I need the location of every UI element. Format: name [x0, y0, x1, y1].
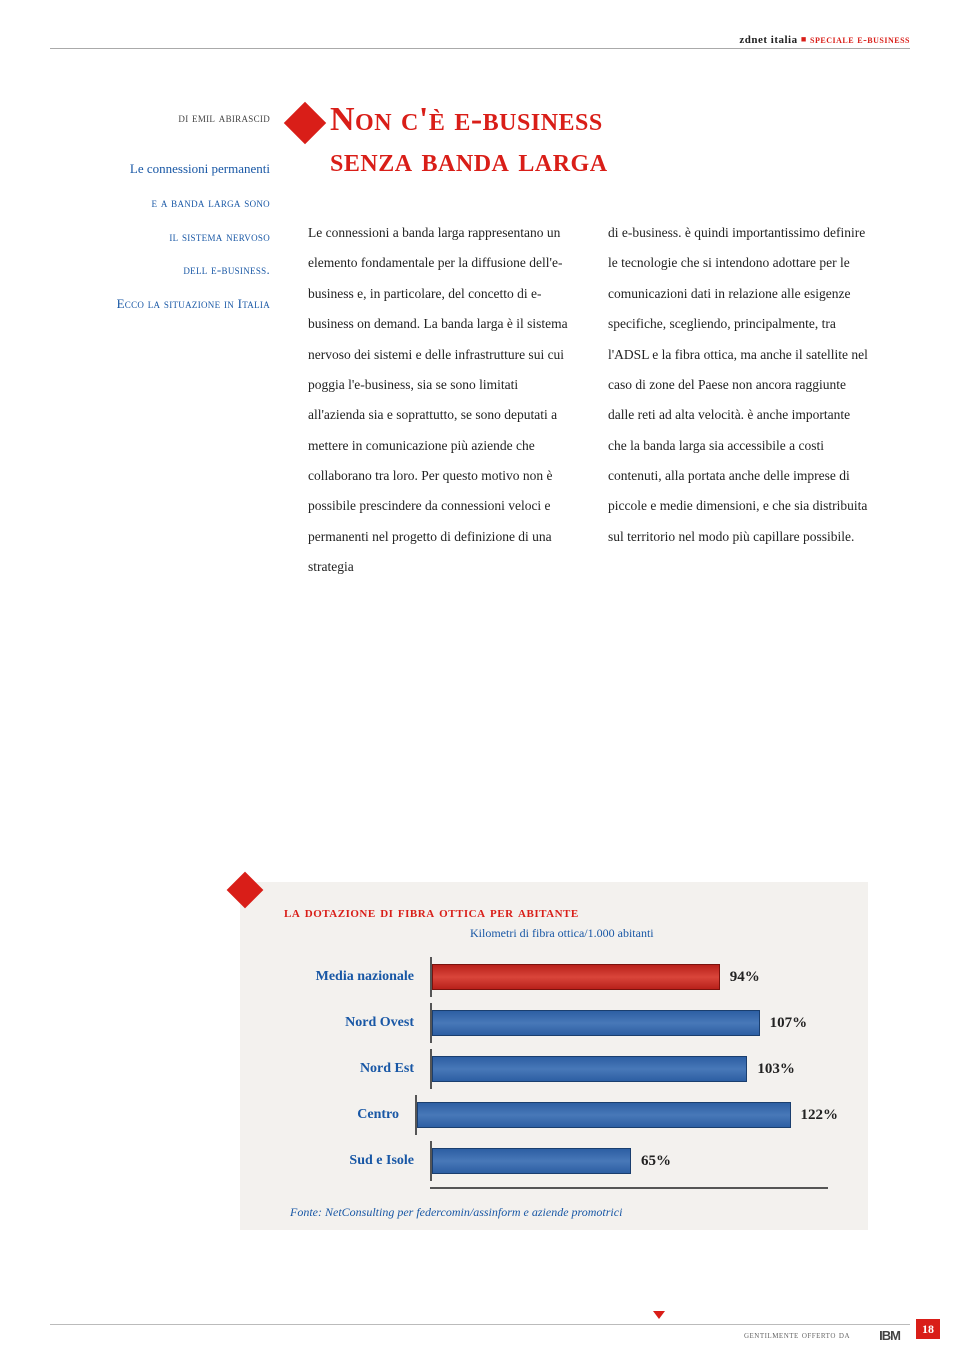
chart-bar	[432, 1010, 760, 1036]
chart-bar-track: 122%	[415, 1095, 838, 1135]
footer-sponsor-logo: IBM	[879, 1328, 900, 1343]
chart-bar	[432, 1148, 631, 1174]
body-column-2: di e-business. è quindi importantissimo …	[608, 218, 868, 583]
chart-row-label: Sud e Isole	[270, 1153, 430, 1169]
body-column-1: Le connessioni a banda larga rappresenta…	[308, 218, 568, 583]
header-section: speciale e-business	[810, 34, 910, 46]
chart-title: la dotazione di fibra ottica per abitant…	[284, 904, 838, 922]
chart-row-label: Centro	[270, 1107, 415, 1123]
body-columns: Le connessioni a banda larga rappresenta…	[308, 218, 868, 583]
footer-rule	[50, 1324, 910, 1325]
intro-line: Le connessioni permanenti	[50, 152, 270, 186]
chart-bar	[432, 1056, 747, 1082]
separator-square-icon: ■	[801, 34, 807, 44]
brand-name: zdnet italia	[739, 34, 797, 46]
chart-row: Centro 122%	[270, 1095, 838, 1135]
page-number: 18	[916, 1319, 940, 1339]
chart-area: Media nazionale 94% Nord Ovest 107% Nord Est…	[270, 957, 838, 1181]
chart-corner-icon	[227, 872, 264, 909]
chart-row-label: Nord Est	[270, 1061, 430, 1077]
footer-text: gentilmente offerto da	[744, 1330, 850, 1341]
article-title: Non c'è e-business senza banda larga	[300, 100, 608, 182]
byline: di emil abirascid	[50, 110, 270, 126]
chart-row: Nord Ovest 107%	[270, 1003, 838, 1043]
intro-line: dell e-business.	[50, 253, 270, 287]
intro-line: Ecco la situazione in Italia	[50, 287, 270, 321]
chart-value-label: 107%	[770, 1015, 808, 1032]
chart-row: Sud e Isole 65%	[270, 1141, 838, 1181]
chart-row-label: Media nazionale	[270, 969, 430, 985]
chart-bar-track: 107%	[430, 1003, 838, 1043]
chart-row-label: Nord Ovest	[270, 1015, 430, 1031]
title-square-icon	[284, 102, 326, 144]
chart-source: Fonte: NetConsulting per federcomin/assi…	[290, 1205, 838, 1220]
title-line-2: senza banda larga	[330, 141, 608, 182]
title-line-1: Non c'è e-business	[330, 100, 608, 141]
chart-value-label: 122%	[801, 1107, 839, 1124]
chart-subtitle: Kilometri di fibra ottica/1.000 abitanti	[470, 926, 838, 941]
intro-block: di emil abirascid Le connessioni permane…	[50, 110, 270, 321]
chart-panel: la dotazione di fibra ottica per abitant…	[240, 882, 868, 1230]
chart-row: Media nazionale 94%	[270, 957, 838, 997]
intro-line: il sistema nervoso	[50, 220, 270, 254]
chart-value-label: 103%	[757, 1061, 795, 1078]
header-strip: zdnet italia ■ speciale e-business	[739, 34, 910, 46]
chart-bar	[417, 1102, 791, 1128]
chart-bar	[432, 964, 720, 990]
chart-bar-track: 94%	[430, 957, 838, 997]
chart-row: Nord Est 103%	[270, 1049, 838, 1089]
footer-arrow-icon	[653, 1311, 665, 1319]
intro-line: e a banda larga sono	[50, 186, 270, 220]
chart-value-label: 65%	[641, 1153, 671, 1170]
header-rule	[50, 48, 910, 49]
chart-bar-track: 103%	[430, 1049, 838, 1089]
chart-bar-track: 65%	[430, 1141, 838, 1181]
chart-value-label: 94%	[730, 969, 760, 986]
chart-x-axis	[430, 1187, 828, 1189]
